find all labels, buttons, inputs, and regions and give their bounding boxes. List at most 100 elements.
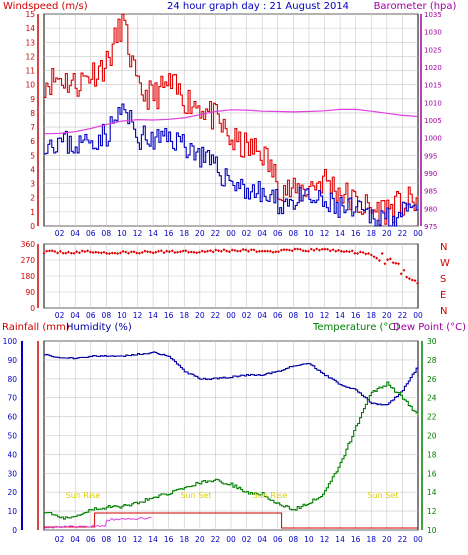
direction-point bbox=[56, 251, 60, 255]
x-tick-label: 22 bbox=[398, 229, 408, 238]
x-tick-label: 00 bbox=[413, 311, 423, 320]
direction-point bbox=[380, 252, 384, 255]
wind-average-series-line bbox=[44, 103, 419, 227]
direction-point bbox=[121, 249, 125, 253]
wind-y-tick-label: 11 bbox=[25, 67, 35, 76]
direction-point bbox=[135, 251, 139, 255]
direction-point bbox=[257, 249, 261, 253]
direction-point bbox=[345, 249, 349, 253]
direction-point bbox=[97, 251, 100, 254]
sun-event-label: Sun Rise bbox=[253, 491, 288, 500]
x-tick-label: 08 bbox=[289, 311, 299, 320]
direction-point bbox=[296, 247, 300, 251]
dewpoint-series-line bbox=[43, 516, 152, 529]
direction-point bbox=[129, 250, 133, 254]
direction-point bbox=[50, 249, 54, 253]
x-tick-label: 20 bbox=[195, 311, 205, 320]
direction-point bbox=[326, 247, 330, 251]
direction-point bbox=[192, 250, 196, 254]
direction-point bbox=[397, 262, 400, 266]
direction-point bbox=[217, 249, 220, 253]
direction-point bbox=[187, 250, 190, 254]
direction-y-tick-label: 0 bbox=[30, 304, 35, 313]
direction-point bbox=[127, 251, 130, 255]
humidity-title: Humidity (%) bbox=[66, 322, 132, 333]
direction-point bbox=[347, 250, 351, 254]
x-tick-label: 16 bbox=[351, 229, 361, 238]
x-tick-label: 18 bbox=[179, 229, 189, 238]
x-tick-label: 14 bbox=[148, 229, 158, 238]
direction-point bbox=[241, 248, 245, 251]
humidity-y-tick-label: 40 bbox=[7, 450, 17, 459]
direction-point bbox=[277, 250, 280, 254]
x-tick-label: 12 bbox=[320, 229, 330, 238]
barometer-y-tick-label: 1025 bbox=[424, 46, 442, 54]
temperature-title: Temperature (°C) bbox=[312, 322, 399, 333]
wind-y-tick-label: 2 bbox=[30, 194, 35, 203]
x-tick-label: 10 bbox=[117, 311, 127, 320]
x-tick-label: 16 bbox=[164, 311, 174, 320]
direction-point bbox=[151, 251, 155, 255]
temperature-y-tick-label: 28 bbox=[427, 356, 437, 365]
windspeed-title: Windspeed (m/s) bbox=[3, 1, 88, 12]
direction-point bbox=[208, 249, 212, 253]
x-tick-label: 22 bbox=[211, 311, 221, 320]
direction-point bbox=[162, 251, 166, 255]
barometer-y-tick-label: 1000 bbox=[424, 135, 442, 143]
direction-point bbox=[287, 248, 291, 252]
wind-y-tick-label: 8 bbox=[30, 109, 35, 118]
rainfall-title: Rainfall (mm) bbox=[2, 322, 70, 333]
compass-label: N bbox=[440, 306, 447, 317]
direction-point bbox=[364, 252, 368, 256]
x-tick-label: 02 bbox=[55, 311, 65, 320]
direction-point bbox=[143, 249, 147, 253]
direction-point bbox=[416, 281, 420, 285]
direction-point bbox=[173, 251, 177, 254]
direction-point bbox=[323, 247, 327, 251]
direction-point bbox=[110, 251, 114, 255]
direction-point bbox=[320, 247, 324, 251]
wind-y-tick-label: 1 bbox=[30, 208, 35, 217]
x-tick-label: 02 bbox=[242, 229, 252, 238]
x-tick-label: 16 bbox=[351, 535, 361, 544]
wind-barometer-panel: 0123456789101112131415975980985990995100… bbox=[25, 10, 441, 238]
direction-point bbox=[45, 249, 49, 253]
direction-point bbox=[315, 247, 319, 251]
x-tick-label: 22 bbox=[211, 229, 221, 238]
x-tick-label: 12 bbox=[320, 311, 330, 320]
direction-point bbox=[386, 258, 390, 262]
direction-point bbox=[238, 249, 242, 253]
humidity-y-tick-label: 70 bbox=[7, 394, 17, 403]
x-tick-label: 20 bbox=[382, 311, 392, 320]
direction-point bbox=[375, 256, 379, 260]
direction-point bbox=[64, 251, 68, 255]
temperature-y-tick-label: 10 bbox=[427, 526, 437, 535]
x-tick-label: 08 bbox=[102, 311, 112, 320]
humidity-y-tick-label: 10 bbox=[7, 507, 17, 516]
direction-point bbox=[260, 249, 264, 253]
direction-point bbox=[61, 251, 65, 255]
direction-point bbox=[227, 250, 231, 254]
x-tick-label: 04 bbox=[70, 311, 80, 320]
x-tick-label: 06 bbox=[273, 535, 283, 544]
direction-point bbox=[304, 249, 308, 253]
x-tick-label: 06 bbox=[86, 311, 96, 320]
wind-y-tick-label: 0 bbox=[30, 222, 35, 231]
direction-point bbox=[293, 247, 297, 251]
direction-point bbox=[167, 250, 171, 254]
x-tick-label: 10 bbox=[117, 229, 127, 238]
direction-point bbox=[331, 248, 335, 252]
direction-point bbox=[67, 250, 70, 254]
barometer-y-tick-label: 1020 bbox=[424, 64, 442, 72]
compass-label: S bbox=[440, 274, 446, 285]
direction-point bbox=[78, 251, 81, 255]
direction-point bbox=[42, 251, 46, 255]
direction-point bbox=[244, 248, 248, 252]
direction-point bbox=[132, 250, 136, 254]
direction-point bbox=[405, 275, 409, 279]
compass-label: N bbox=[440, 242, 447, 253]
direction-point bbox=[80, 249, 84, 253]
barometer-title: Barometer (hpa) bbox=[374, 1, 457, 12]
direction-point bbox=[48, 249, 51, 253]
direction-point bbox=[53, 250, 57, 253]
